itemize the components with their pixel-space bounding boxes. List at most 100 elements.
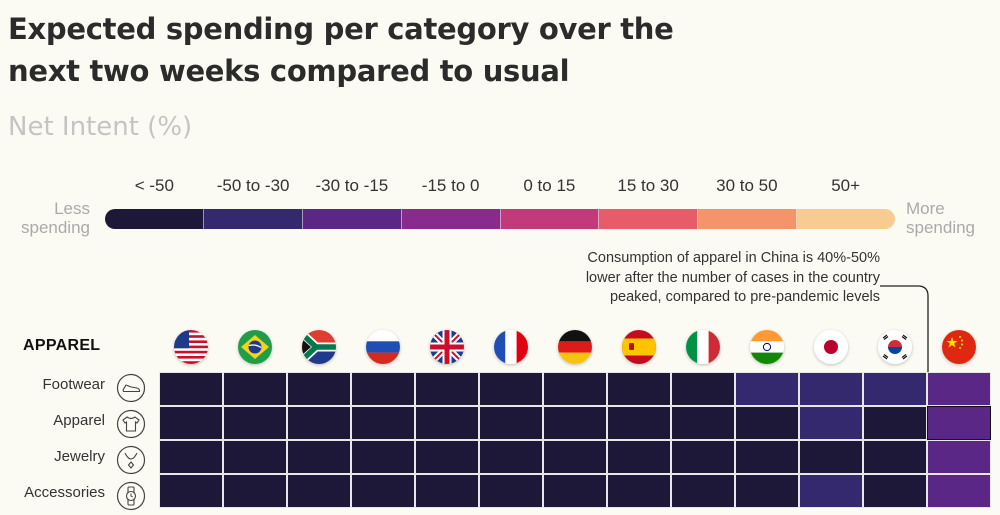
legend-bin-label: < -50 bbox=[134, 176, 174, 195]
heatmap-cell bbox=[799, 372, 863, 406]
heatmap-cell bbox=[287, 440, 351, 474]
india-flag-icon bbox=[750, 330, 784, 364]
heatmap-cell bbox=[159, 406, 223, 440]
heatmap-cell bbox=[415, 474, 479, 508]
heatmap-cell bbox=[735, 440, 799, 474]
legend-bin-label: -15 to 0 bbox=[421, 176, 480, 195]
row-label-footwear: Footwear bbox=[42, 376, 105, 393]
legend-color-segment bbox=[599, 209, 699, 229]
japan-flag-icon bbox=[814, 330, 848, 364]
heatmap-cell bbox=[287, 372, 351, 406]
annotation-line-3: peaked, compared to pre-pandemic levels bbox=[609, 289, 880, 305]
heatmap-cell bbox=[543, 474, 607, 508]
germany-flag-icon bbox=[558, 330, 592, 364]
heatmap-cell bbox=[415, 406, 479, 440]
heatmap-cell bbox=[479, 372, 543, 406]
heatmap-cell bbox=[415, 372, 479, 406]
heatmap-cell bbox=[479, 474, 543, 508]
heatmap-cell bbox=[863, 440, 927, 474]
legend-color-segment bbox=[401, 209, 501, 229]
annotation-line-2: lower after the number of cases in the c… bbox=[585, 269, 880, 286]
chart-title: Expected spending per category over the … bbox=[8, 8, 768, 92]
heatmap-cell bbox=[607, 372, 671, 406]
annotation-line-1: Consumption of apparel in China is 40%-5… bbox=[587, 250, 880, 266]
heatmap-cell bbox=[607, 474, 671, 508]
heatmap-cell bbox=[351, 474, 415, 508]
russia-flag-icon bbox=[366, 330, 400, 364]
heatmap-cell bbox=[863, 372, 927, 406]
legend-color-bar bbox=[105, 209, 895, 229]
less-spending-label: Less spending bbox=[21, 199, 90, 237]
heatmap-cell bbox=[927, 474, 991, 508]
heatmap-cell bbox=[607, 440, 671, 474]
necklace-icon bbox=[116, 445, 146, 475]
less-label-line1: Less bbox=[54, 199, 90, 218]
row-label-jewelry: Jewelry bbox=[54, 448, 105, 465]
heatmap-cell bbox=[223, 474, 287, 508]
south-africa-flag-icon bbox=[302, 330, 336, 364]
legend-color-segment bbox=[302, 209, 402, 229]
heatmap-cell bbox=[735, 372, 799, 406]
section-title: APPAREL bbox=[23, 337, 101, 354]
watch-icon bbox=[116, 481, 146, 511]
heatmap-cell bbox=[415, 440, 479, 474]
heatmap-cell bbox=[479, 440, 543, 474]
heatmap-cell bbox=[927, 372, 991, 406]
heatmap-cell bbox=[287, 406, 351, 440]
title-line-2: next two weeks compared to usual bbox=[8, 54, 570, 88]
heatmap-cell bbox=[927, 440, 991, 474]
heatmap-cell bbox=[223, 406, 287, 440]
heatmap-cell bbox=[799, 474, 863, 508]
annotation-leader-line bbox=[880, 285, 929, 378]
highlighted-cell-outline bbox=[927, 406, 991, 440]
china-flag-icon bbox=[942, 330, 976, 364]
spain-flag-icon bbox=[622, 330, 656, 364]
heatmap-cell bbox=[479, 406, 543, 440]
row-label-apparel: Apparel bbox=[53, 412, 105, 429]
heatmap-cell bbox=[671, 474, 735, 508]
heatmap-cell bbox=[287, 474, 351, 508]
legend-bin-label: 30 to 50 bbox=[716, 176, 778, 195]
heatmap-cell bbox=[223, 372, 287, 406]
heatmap-cell bbox=[799, 440, 863, 474]
legend-color-segment bbox=[105, 209, 204, 229]
title-line-1: Expected spending per category over the bbox=[8, 12, 674, 46]
us-flag-icon bbox=[174, 330, 208, 364]
heatmap-cell bbox=[671, 406, 735, 440]
row-label-accessories: Accessories bbox=[24, 484, 105, 501]
heatmap-cell bbox=[671, 440, 735, 474]
heatmap-cell bbox=[543, 440, 607, 474]
shoe-icon bbox=[116, 373, 146, 403]
heatmap-cell bbox=[543, 406, 607, 440]
brazil-flag-icon bbox=[238, 330, 272, 364]
italy-flag-icon bbox=[686, 330, 720, 364]
heatmap-cell bbox=[607, 406, 671, 440]
uk-flag-icon bbox=[430, 330, 464, 364]
legend-color-segment bbox=[500, 209, 600, 229]
legend-bin-label: 15 to 30 bbox=[617, 176, 679, 195]
heatmap-cell bbox=[351, 440, 415, 474]
china-annotation: Consumption of apparel in China is 40%-5… bbox=[530, 249, 880, 308]
heatmap-cell bbox=[799, 406, 863, 440]
more-label-line2: spending bbox=[906, 218, 976, 237]
heatmap-cell bbox=[543, 372, 607, 406]
france-flag-icon bbox=[494, 330, 528, 364]
legend-bin-label: 50+ bbox=[831, 176, 861, 195]
heatmap-cell bbox=[863, 406, 927, 440]
heatmap-cell bbox=[735, 474, 799, 508]
heatmap-cell bbox=[863, 474, 927, 508]
legend-color-segment bbox=[698, 209, 798, 229]
legend-color-segment bbox=[797, 209, 895, 229]
legend-bin-label: -30 to -15 bbox=[315, 176, 389, 195]
chart-subtitle: Net Intent (%) bbox=[8, 112, 193, 142]
heatmap-cell bbox=[735, 406, 799, 440]
heatmap-cell bbox=[671, 372, 735, 406]
shirt-icon bbox=[116, 409, 146, 439]
south-korea-flag-icon bbox=[878, 330, 912, 364]
heatmap-cell bbox=[159, 372, 223, 406]
legend-bin-label: -50 to -30 bbox=[216, 176, 290, 195]
heatmap-cell bbox=[351, 372, 415, 406]
heatmap-cell bbox=[159, 440, 223, 474]
heatmap-cell bbox=[159, 474, 223, 508]
more-label-line1: More bbox=[906, 199, 945, 218]
